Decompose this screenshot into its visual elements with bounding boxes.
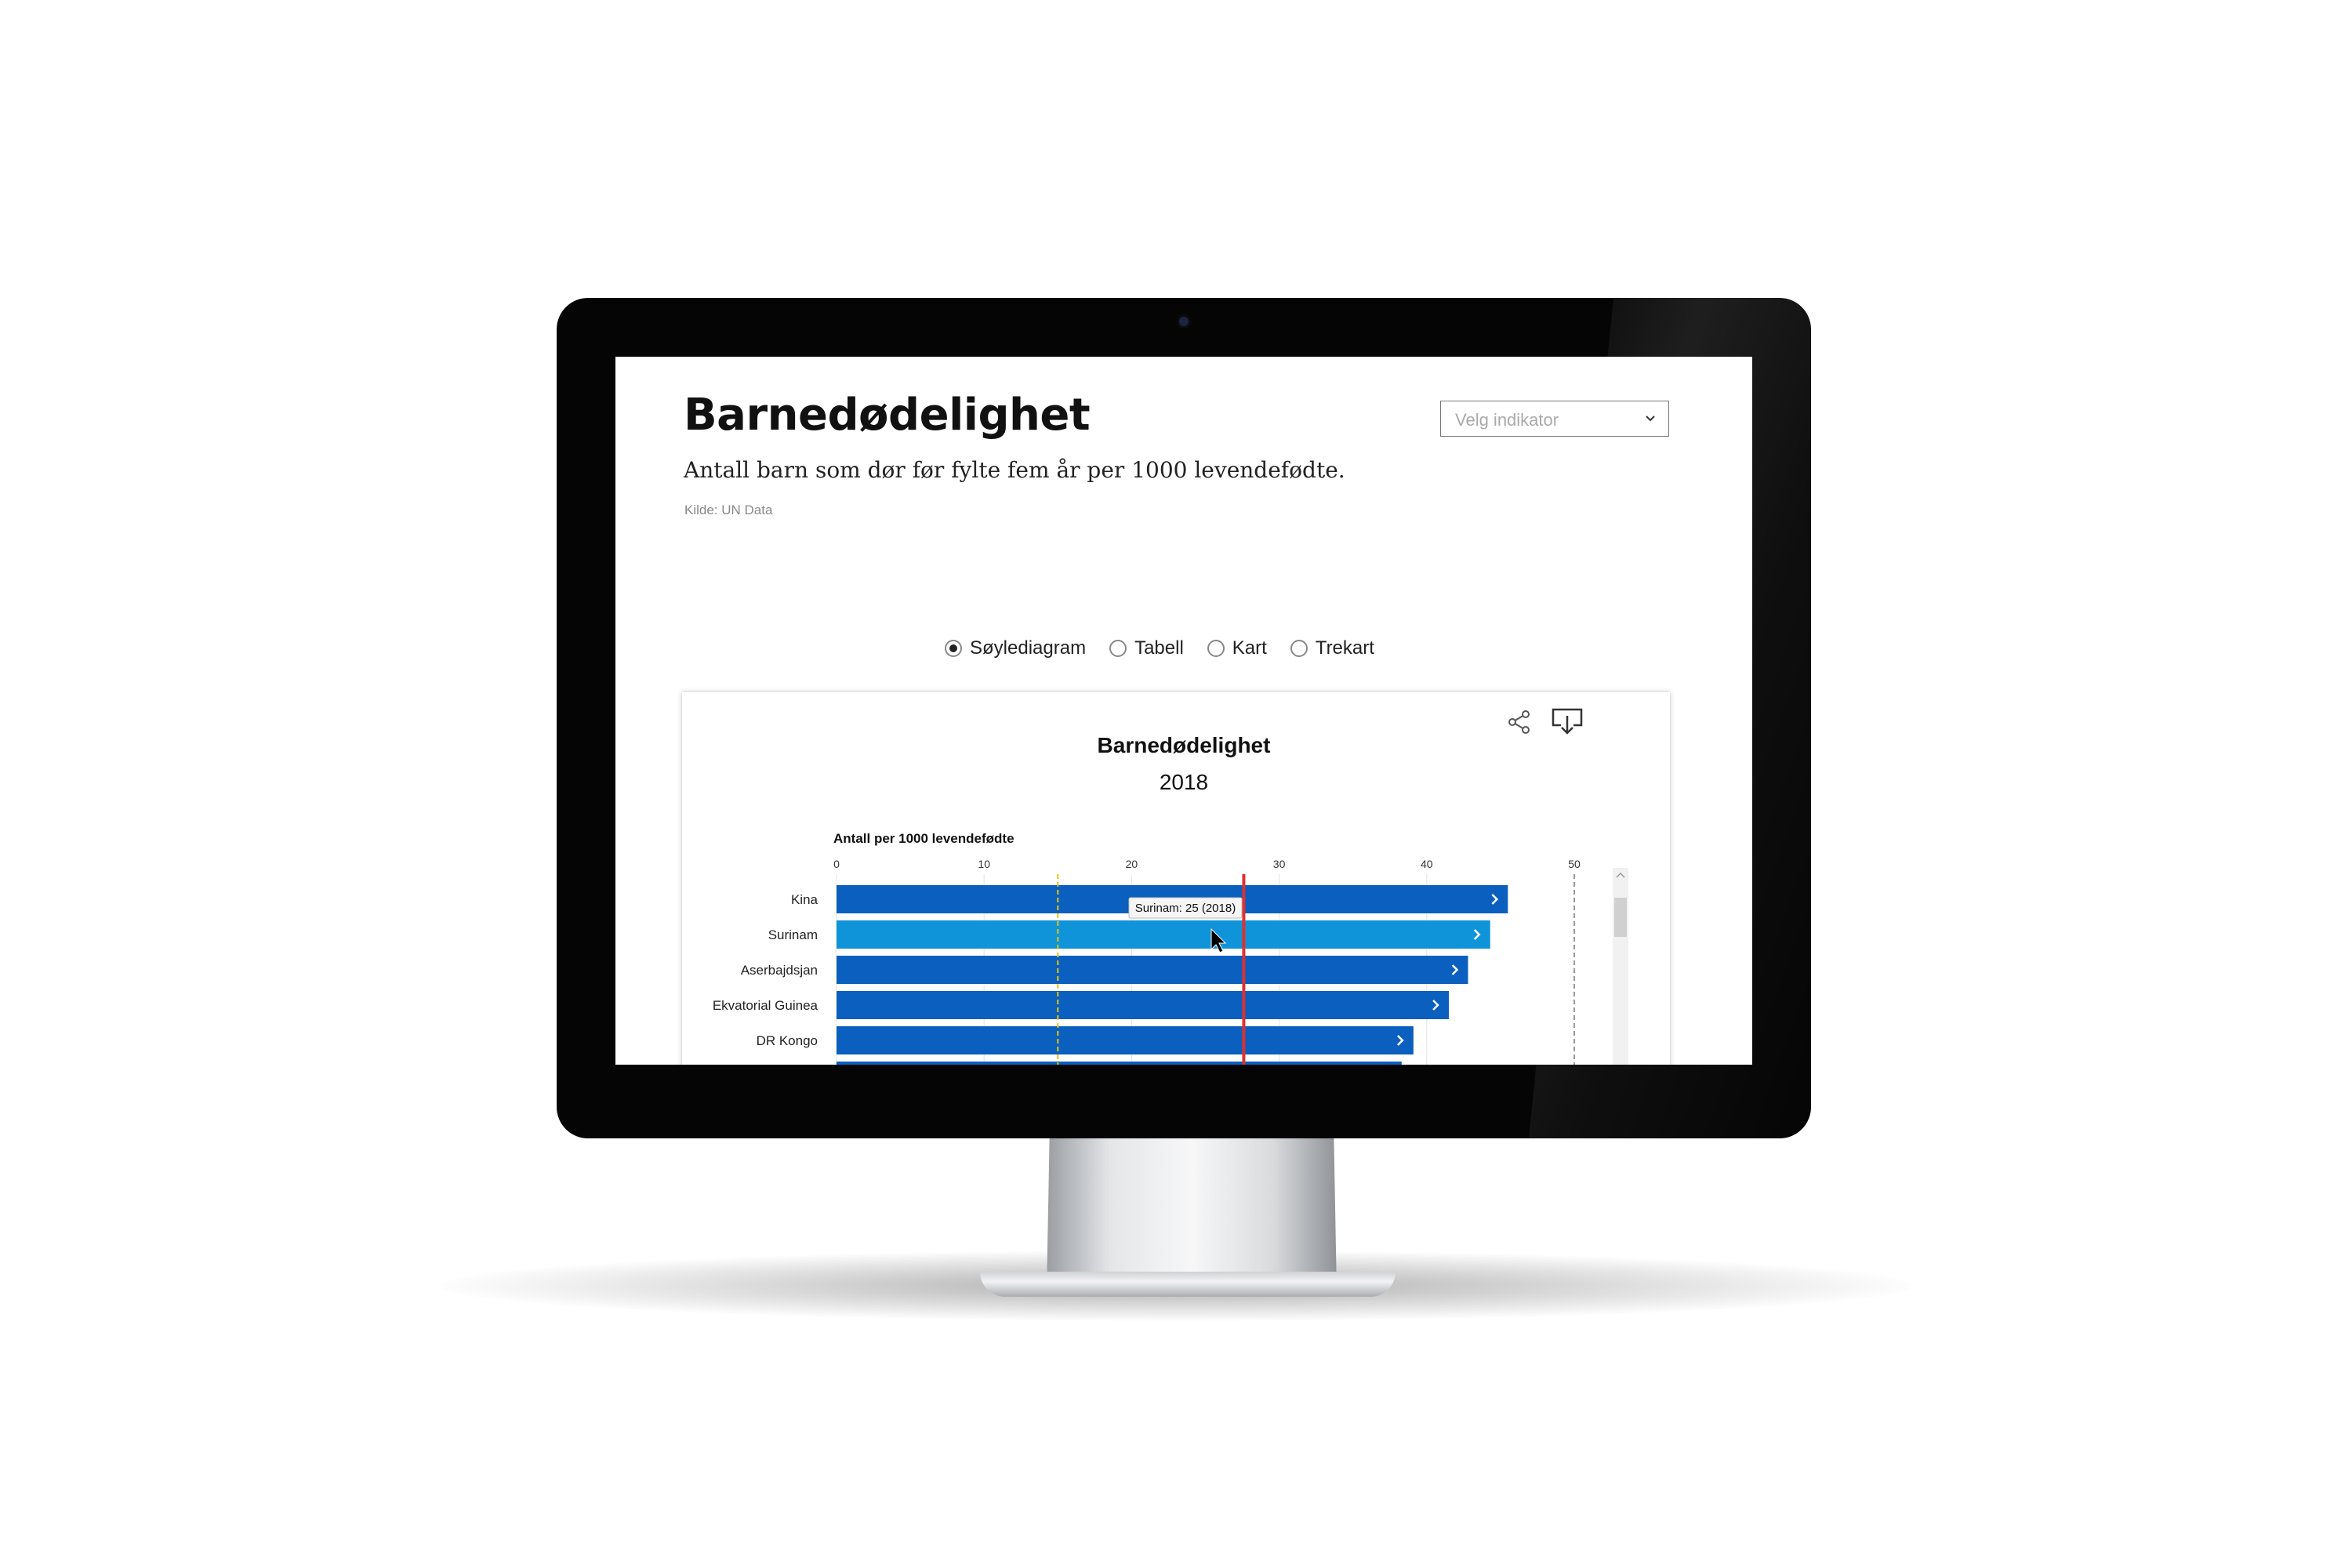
bar: [837, 1062, 1402, 1065]
category-label: DR Kongo: [757, 1033, 818, 1048]
monitor-stand-foot: [980, 1272, 1396, 1297]
radio-trekart[interactable]: Trekart: [1290, 637, 1374, 659]
page-subtitle: Antall barn som dør før fylte fem år per…: [684, 457, 1345, 483]
x-tick-label: 30: [1273, 858, 1286, 870]
bar-chart: Antall per 1000 levendefødte 0 10 20 30 40 50 K…: [713, 831, 1628, 1065]
download-icon[interactable]: [1550, 706, 1584, 738]
radio-button[interactable]: [945, 640, 962, 657]
scrollbar-track[interactable]: [1613, 868, 1628, 1065]
tooltip-text: Surinam: 25 (2018): [1135, 902, 1236, 915]
chevron-down-icon: [1646, 416, 1655, 422]
chevron-right-icon: [1451, 964, 1459, 975]
page-title: Barnedødelighet: [684, 390, 1091, 441]
screen: Barnedødelighet Antall barn som dør før …: [615, 357, 1752, 1065]
monitor-stand: [1047, 1135, 1337, 1292]
bar[interactable]: [837, 920, 1490, 949]
bar[interactable]: [837, 1026, 1414, 1054]
category-label: Surinam: [768, 927, 818, 942]
category-label: Ekvatorial Guinea: [713, 998, 818, 1013]
x-tick-label: 0: [833, 858, 840, 870]
radio-label: Tabell: [1134, 637, 1184, 659]
category-label: Aserbajdsjan: [741, 963, 818, 978]
bar[interactable]: [837, 956, 1468, 984]
cursor-icon: [1210, 927, 1227, 953]
radio-button[interactable]: [1290, 640, 1308, 657]
bar[interactable]: [837, 991, 1450, 1019]
chevron-right-icon: [1473, 929, 1481, 940]
camera-icon: [1179, 317, 1189, 326]
radio-button[interactable]: [1207, 640, 1225, 657]
chart-subtitle: 2018: [1159, 770, 1209, 794]
radio-button[interactable]: [1109, 640, 1127, 657]
radio-kart[interactable]: Kart: [1207, 637, 1267, 659]
source-note: Kilde: UN Data: [684, 503, 773, 517]
radio-soylediagram[interactable]: Søylediagram: [945, 637, 1086, 659]
view-type-radio-group: Søylediagram Tabell Kart Trekart: [945, 633, 1374, 664]
chart-title: Barnedødelighet: [1097, 733, 1271, 757]
x-tick-label: 20: [1126, 858, 1138, 870]
chevron-up-icon: [1616, 872, 1625, 878]
chevron-right-icon: [1491, 894, 1499, 905]
x-tick-label: 40: [1421, 858, 1433, 870]
radio-tabell[interactable]: Tabell: [1109, 637, 1184, 659]
x-tick-label: 10: [978, 858, 990, 870]
chevron-right-icon: [1396, 1035, 1404, 1046]
chevron-right-icon: [1432, 1000, 1439, 1011]
radio-label: Trekart: [1315, 637, 1374, 659]
share-icon[interactable]: [1505, 708, 1534, 736]
radio-label: Søylediagram: [970, 637, 1087, 659]
category-label: Kina: [791, 892, 818, 907]
radio-label: Kart: [1232, 637, 1267, 659]
x-axis-label: Antall per 1000 levendefødte: [833, 831, 1014, 846]
tooltip-box: [1128, 897, 1243, 919]
indicator-select-placeholder: Velg indikator: [1455, 410, 1559, 430]
scrollbar-thumb[interactable]: [1614, 898, 1627, 937]
x-tick-label: 50: [1568, 858, 1581, 870]
indicator-select[interactable]: Velg indikator: [1440, 401, 1669, 437]
